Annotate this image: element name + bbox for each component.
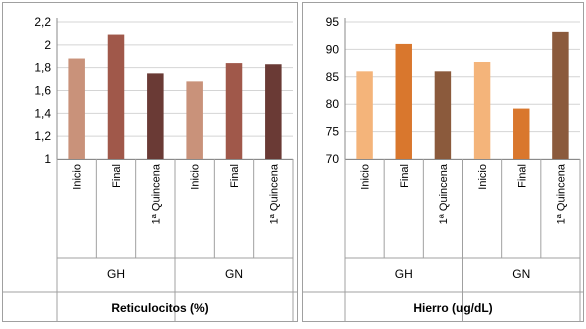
y-tick-label: 1 [44, 152, 51, 166]
y-tick-label: 95 [326, 15, 340, 29]
x-tick-label: Inicio [477, 164, 489, 190]
y-tick-label: 70 [326, 152, 340, 166]
bar [513, 108, 530, 159]
y-tick-label: 85 [326, 70, 340, 84]
x-tick-label: 1ª Quincena [438, 163, 450, 224]
x-tick-label: 1ª Quincena [150, 163, 162, 224]
y-tick-label: 1,8 [34, 61, 51, 75]
bar [225, 63, 243, 159]
bar [434, 71, 452, 159]
chart-panel-2: 70 75 80 85 90 95 Inicio Final 1ª Quincena Inicio… [302, 2, 584, 322]
bar [107, 34, 125, 159]
group-label: GN [512, 267, 530, 281]
bar [552, 31, 569, 160]
panel-frame [302, 2, 584, 322]
y-tick-label: 90 [326, 42, 340, 56]
y-tick-label: 1,4 [34, 106, 51, 120]
chart-panel-1: 1 1,2 1,4 1,6 1,8 2 2,2 Inicio Final 1ª Quincena I… [2, 2, 298, 322]
bar [265, 64, 282, 159]
y-tick-label: 2 [44, 38, 51, 52]
bar [356, 71, 373, 159]
y-tick-label: 1,2 [34, 129, 51, 143]
x-tick-label: Inicio [72, 164, 84, 190]
bar [395, 43, 412, 159]
group-label: GH [395, 267, 413, 281]
y-tick-label: 75 [326, 125, 340, 139]
group-label: GN [225, 267, 243, 281]
bar [147, 73, 164, 159]
x-tick-label: 1ª Quincena [555, 163, 567, 224]
x-tick-label: Final [399, 164, 411, 188]
x-tick-label: Final [229, 164, 241, 188]
y-tick-label: 80 [326, 97, 340, 111]
y-tick-label: 2,2 [34, 15, 51, 29]
bar [68, 58, 85, 159]
bar [473, 62, 491, 160]
bar [186, 81, 203, 159]
chart-title: Reticulocitos (%) [111, 301, 208, 315]
y-tick-label: 1,6 [34, 84, 51, 98]
x-tick-label: Final [516, 164, 528, 188]
x-tick-label: Inicio [360, 164, 372, 190]
chart-title: Hierro (ug/dL) [413, 301, 492, 315]
x-tick-label: Inicio [190, 164, 202, 190]
x-tick-label: Final [111, 164, 123, 188]
x-tick-label: 1ª Quincena [268, 163, 280, 224]
panel-frame [2, 2, 298, 322]
group-label: GH [107, 267, 125, 281]
